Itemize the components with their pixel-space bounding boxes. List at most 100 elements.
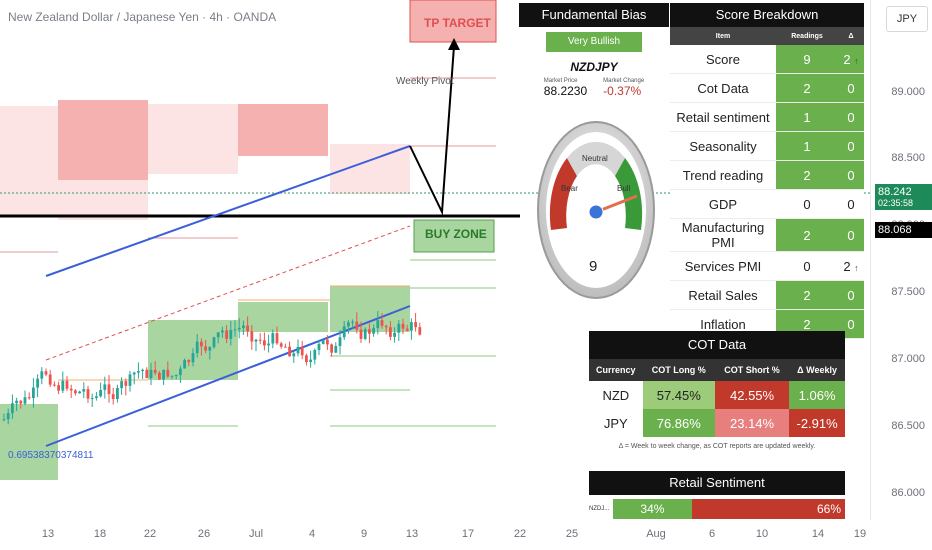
up-arrow-icon: ↑: [854, 55, 859, 66]
candle-body: [389, 327, 392, 337]
candle-body: [95, 396, 98, 398]
score-delta: 0: [838, 102, 864, 132]
candle-body: [405, 328, 409, 331]
x-tick-label: Jul: [248, 528, 264, 540]
cot-data-title: COT Data: [589, 331, 845, 359]
score-delta: 0: [838, 280, 864, 310]
gauge-plus-bull-label: + Bull: [607, 248, 628, 257]
gauge-plus-bear-label: + Bear: [567, 248, 591, 257]
currency-badge[interactable]: JPY: [886, 6, 928, 32]
candle-body: [393, 332, 396, 337]
candle-body: [267, 343, 270, 346]
supply-zone: [58, 180, 148, 220]
candle-body: [158, 372, 161, 380]
retail-symbol: NZDJ...: [589, 499, 613, 519]
candle-body: [225, 330, 228, 339]
score-delta: 0: [838, 218, 864, 252]
candle-body: [263, 340, 266, 346]
price-axis[interactable]: 89.00088.50088.00087.50087.00086.50086.0…: [870, 0, 932, 520]
candle-body: [284, 346, 287, 348]
x-tick-label: 17: [461, 528, 475, 540]
candle-body: [418, 327, 422, 335]
candle-body: [250, 331, 254, 342]
candle-body: [384, 325, 388, 328]
score-reading: 0: [776, 189, 838, 219]
table-row: JPY 76.86% 23.14% -2.91%: [589, 409, 845, 437]
score-reading: 1: [776, 131, 838, 161]
candle-body: [233, 329, 237, 331]
x-tick-label: 6: [708, 528, 716, 540]
weekly-pivot-label: Weekly Pivot: [396, 76, 454, 87]
cot-currency: NZD: [589, 381, 643, 409]
cot-long: 57.45%: [642, 381, 715, 409]
score-item: Cot Data: [670, 73, 776, 103]
candle-body: [355, 321, 359, 330]
buy-zone-label: BUY ZONE: [425, 227, 487, 241]
candle-body: [380, 320, 384, 326]
channel-lower: [45, 305, 411, 447]
candle-body: [347, 322, 350, 327]
candle-body: [305, 355, 308, 363]
candle-body: [86, 389, 90, 399]
bias-badge: Very Bullish: [546, 32, 642, 52]
x-tick-label: 13: [405, 528, 419, 540]
x-tick-label: 22: [143, 528, 157, 540]
candle-body: [179, 368, 182, 376]
score-item: Trend reading: [670, 160, 776, 190]
candle-body: [414, 322, 417, 328]
table-row: Services PMI 0 2 ↑: [670, 251, 864, 281]
x-tick-label: 14: [811, 528, 825, 540]
candle-body: [300, 346, 304, 356]
score-delta: 2 ↑: [838, 251, 864, 281]
candle-body: [116, 387, 119, 400]
candle-body: [170, 375, 174, 377]
candle-body: [145, 369, 149, 379]
candle-body: [212, 337, 216, 347]
candle-body: [23, 397, 27, 404]
x-tick-label: 10: [755, 528, 769, 540]
score-header-delta: Δ: [838, 27, 864, 45]
candle-body: [246, 325, 249, 332]
score-item: GDP: [670, 189, 776, 219]
symbol-label: NZDJPY: [570, 60, 618, 74]
x-tick-label: 13: [41, 528, 55, 540]
candle-body: [141, 369, 144, 372]
fundamental-bias-panel: Fundamental Bias Very Bullish NZDJPY Mar…: [519, 3, 669, 98]
supply-zone: [58, 100, 148, 180]
score-item: Services PMI: [670, 251, 776, 281]
candle-body: [317, 343, 321, 350]
sentiment-gauge: Neutral Bear Bull + Bear + Bull 9: [537, 120, 655, 300]
cot-short: 23.14%: [714, 409, 790, 437]
table-row: NZD 57.45% 42.55% 1.06%: [589, 381, 845, 409]
candle-body: [313, 349, 317, 360]
y-tick-label: 86.000: [891, 487, 925, 499]
score-reading: 1: [776, 102, 838, 132]
candle-body: [69, 388, 73, 391]
market-price-value: 88.2230: [543, 84, 588, 98]
retail-sentiment-panel: Retail Sentiment NZDJ... 34% 66%: [589, 471, 845, 519]
candle-body: [183, 360, 186, 369]
candle-body: [53, 384, 56, 386]
candle-body: [368, 329, 371, 334]
score-item: Score: [670, 45, 776, 74]
cot-note: Δ = Week to week change, as COT reports …: [618, 443, 816, 450]
candle-body: [296, 346, 300, 354]
line-price-tag: 88.068: [875, 222, 932, 238]
up-arrow-icon: ↑: [854, 262, 859, 273]
price-chart[interactable]: [0, 0, 870, 520]
score-reading: 9: [776, 45, 838, 74]
candle-body: [359, 329, 363, 339]
gauge-value: 9: [589, 258, 598, 275]
candle-body: [65, 380, 69, 389]
chart-title: New Zealand Dollar / Japanese Yen · 4h ·…: [8, 10, 277, 24]
candle-body: [107, 384, 111, 395]
x-tick-label: 9: [360, 528, 368, 540]
candle-body: [376, 320, 380, 329]
candle-body: [132, 372, 136, 375]
candle-body: [397, 323, 401, 333]
score-reading: 2: [776, 218, 838, 252]
x-tick-label: 18: [93, 528, 107, 540]
y-tick-label: 89.000: [891, 86, 925, 98]
retail-long-bar: 34%: [613, 499, 692, 519]
score-item: Manufacturing PMI: [670, 218, 776, 252]
